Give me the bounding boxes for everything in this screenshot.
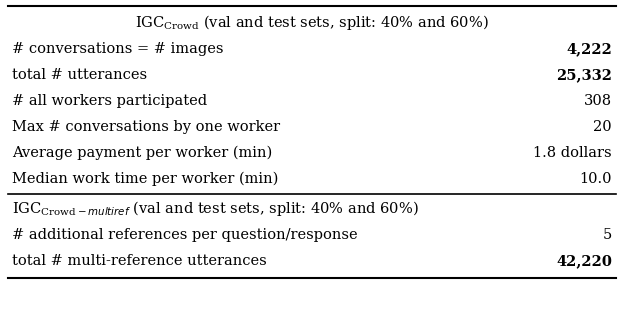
Text: IGC$_{\mathregular{Crowd-}multiref}$ (val and test sets, split: 40% and 60%): IGC$_{\mathregular{Crowd-}multiref}$ (va…: [12, 199, 419, 218]
Text: 5: 5: [603, 228, 612, 242]
Text: Median work time per worker (min): Median work time per worker (min): [12, 172, 278, 186]
Text: 42,220: 42,220: [556, 254, 612, 268]
Text: 10.0: 10.0: [580, 172, 612, 186]
Text: total # utterances: total # utterances: [12, 68, 147, 82]
Text: Max # conversations by one worker: Max # conversations by one worker: [12, 120, 280, 134]
Text: # all workers participated: # all workers participated: [12, 94, 207, 108]
Text: # conversations = # images: # conversations = # images: [12, 42, 223, 56]
Text: 1.8 dollars: 1.8 dollars: [534, 146, 612, 160]
Text: 308: 308: [584, 94, 612, 108]
Text: 20: 20: [593, 120, 612, 134]
Text: 4,222: 4,222: [566, 42, 612, 56]
Text: # additional references per question/response: # additional references per question/res…: [12, 228, 358, 242]
Text: Average payment per worker (min): Average payment per worker (min): [12, 146, 272, 160]
Text: IGC$_{\mathregular{Crowd}}$ (val and test sets, split: 40% and 60%): IGC$_{\mathregular{Crowd}}$ (val and tes…: [135, 13, 489, 32]
Text: 25,332: 25,332: [556, 68, 612, 82]
Text: total # multi-reference utterances: total # multi-reference utterances: [12, 254, 266, 268]
